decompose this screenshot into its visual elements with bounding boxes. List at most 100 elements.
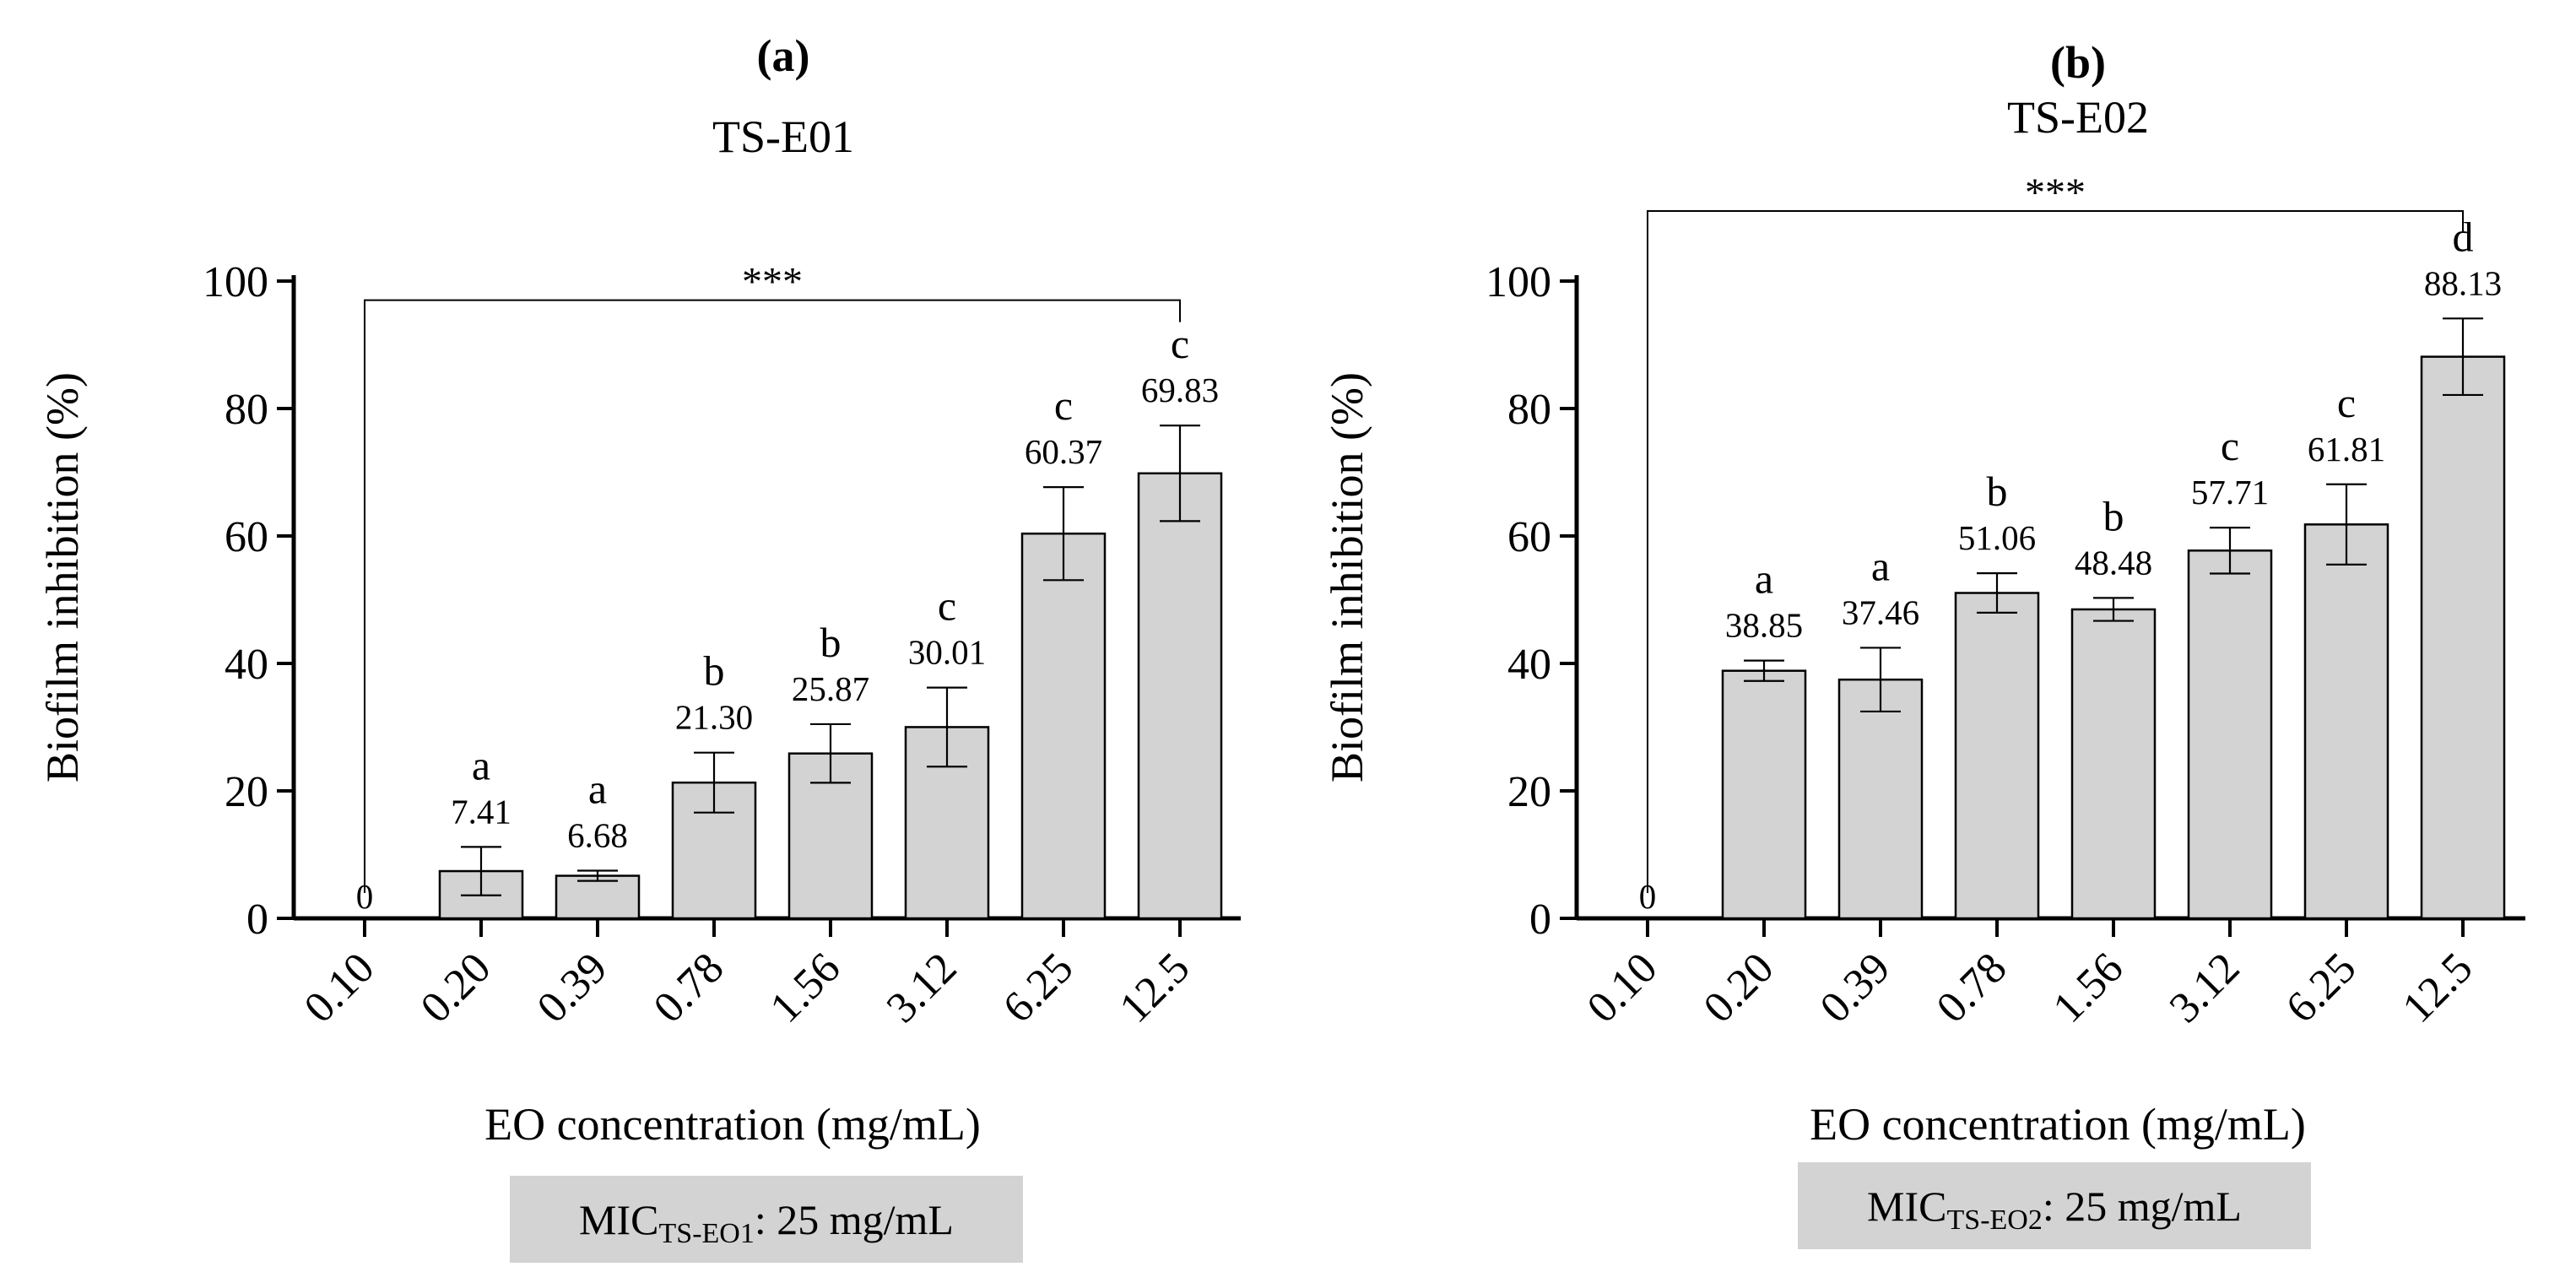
mic-subscript: TS-EO2 <box>1947 1204 2043 1236</box>
bar <box>1837 678 1924 920</box>
bar <box>1721 669 1807 920</box>
x-tick-label: 0.20 <box>412 944 501 1032</box>
x-tick-label: 12.5 <box>1111 944 1199 1032</box>
mic-box: MICTS-EO1: 25 mg/mL <box>510 1176 1023 1263</box>
data-label: 51.06 <box>1958 518 2036 557</box>
bar <box>2187 549 2273 920</box>
error-bar <box>577 869 618 882</box>
significance-letter: a <box>588 766 607 813</box>
x-tick-label: 0.10 <box>295 944 384 1032</box>
bar <box>2070 608 2157 920</box>
x-tick-label: 0.78 <box>1928 944 2016 1032</box>
error-bar <box>2210 527 2250 575</box>
data-label: 48.48 <box>2075 543 2152 582</box>
y-tick-label: 80 <box>1507 386 1551 434</box>
panel-label: (a) <box>757 30 810 81</box>
data-label: 30.01 <box>908 633 986 672</box>
significance-label: *** <box>742 260 803 305</box>
y-tick-label: 40 <box>1507 641 1551 689</box>
panel-b: (b) TS-E02 Biofilm inhibition (%) EO con… <box>1322 37 2525 1249</box>
y-axis: 0 20 40 60 80 100 <box>1486 258 1579 944</box>
data-label: 21.30 <box>675 698 753 737</box>
significance-letter: a <box>1871 542 1890 589</box>
y-tick-label: 20 <box>1507 768 1551 816</box>
mic-subscript: TS-EO1 <box>659 1218 755 1249</box>
y-tick-label: 40 <box>225 641 268 689</box>
error-bar <box>2093 597 2134 622</box>
mic-label: MICTS-EO1: 25 mg/mL <box>579 1196 954 1249</box>
error-bar <box>1860 647 1901 713</box>
data-label: 69.83 <box>1141 371 1219 409</box>
x-tick-label: 12.5 <box>2394 944 2482 1032</box>
data-label: 61.81 <box>2308 430 2385 468</box>
bar <box>2303 523 2389 920</box>
significance-letter: c <box>1054 382 1073 429</box>
data-label: 37.46 <box>1842 593 1919 631</box>
x-tick-label: 0.39 <box>1811 944 1900 1032</box>
significance-letter: b <box>820 619 842 666</box>
y-tick-label: 100 <box>203 258 268 306</box>
mic-prefix: MIC <box>1867 1183 1946 1230</box>
data-label: 7.41 <box>451 792 511 831</box>
data-label: 57.71 <box>2191 473 2269 512</box>
y-tick-label: 0 <box>246 896 268 944</box>
significance-letter: c <box>1171 320 1189 367</box>
mic-label: MICTS-EO2: 25 mg/mL <box>1867 1183 2242 1236</box>
significance-bracket: *** <box>364 260 1181 893</box>
bar <box>1020 532 1107 920</box>
data-label: 25.87 <box>792 669 869 708</box>
bar <box>2420 355 2506 920</box>
error-bar <box>927 686 967 768</box>
bracket-line <box>364 299 1181 893</box>
x-tick-label: 0.20 <box>1695 944 1783 1032</box>
significance-letter: a <box>472 741 490 788</box>
x-tick-label: 0.39 <box>528 944 617 1032</box>
error-bar <box>461 846 501 896</box>
x-tick-label: 1.56 <box>761 944 850 1032</box>
data-label: 0 <box>1639 877 1657 916</box>
bracket-line <box>1647 209 2464 893</box>
mic-suffix: : 25 mg/mL <box>2043 1183 2242 1230</box>
mic-box-background <box>510 1176 1023 1263</box>
y-tick-label: 100 <box>1486 258 1551 306</box>
x-axis: 0.10 0.20 0.39 0.78 1.56 3.12 6.25 12.5 <box>294 916 1241 1032</box>
panel-a: (a) TS-E01 Biofilm inhibition (%) EO con… <box>37 30 1241 1263</box>
y-tick-label: 80 <box>225 386 268 434</box>
data-label: 60.37 <box>1025 432 1102 471</box>
y-axis: 0 20 40 60 80 100 <box>203 258 296 944</box>
mic-box-background <box>1798 1162 2311 1249</box>
panel-label: (b) <box>2050 37 2106 88</box>
error-bar <box>1744 659 1784 682</box>
x-axis: 0.10 0.20 0.39 0.78 1.56 3.12 6.25 12.5 <box>1577 916 2525 1032</box>
x-tick-label: 1.56 <box>2044 944 2133 1032</box>
x-axis-label: EO concentration (mg/mL) <box>484 1099 981 1150</box>
mic-box: MICTS-EO2: 25 mg/mL <box>1798 1162 2311 1249</box>
y-tick-label: 60 <box>225 513 268 561</box>
bar <box>1137 472 1223 920</box>
x-axis-label: EO concentration (mg/mL) <box>1810 1099 2306 1150</box>
significance-letter: c <box>938 582 956 630</box>
significance-letter: a <box>1755 555 1773 603</box>
data-label: 38.85 <box>1725 606 1803 645</box>
x-tick-label: 3.12 <box>2161 944 2249 1032</box>
x-tick-label: 0.10 <box>1578 944 1667 1032</box>
error-bar <box>1160 425 1200 522</box>
x-tick-label: 0.78 <box>645 944 733 1032</box>
significance-letter: b <box>1987 468 2008 515</box>
y-tick-label: 0 <box>1529 896 1551 944</box>
y-axis-label: Biofilm inhibition (%) <box>1322 372 1372 782</box>
data-label: 6.68 <box>567 816 628 855</box>
significance-letter: c <box>2337 379 2356 426</box>
significance-letter: b <box>2103 492 2124 539</box>
bar <box>555 874 641 920</box>
error-bar <box>1043 485 1084 582</box>
mic-prefix: MIC <box>579 1196 658 1243</box>
x-tick-label: 6.25 <box>994 944 1083 1032</box>
significance-letter: b <box>704 647 725 695</box>
y-tick-label: 20 <box>225 768 268 816</box>
error-bar <box>2326 483 2367 566</box>
bar <box>1954 592 2040 920</box>
error-bar <box>694 751 734 814</box>
